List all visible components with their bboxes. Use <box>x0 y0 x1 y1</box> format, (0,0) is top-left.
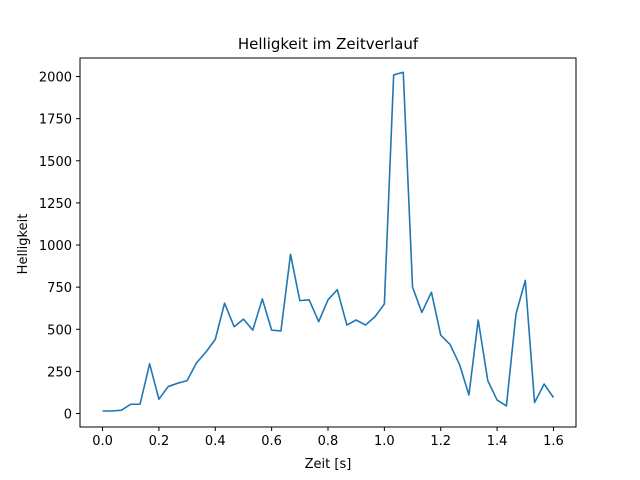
x-axis-label: Zeit [s] <box>305 457 352 472</box>
y-tick-label: 1500 <box>39 155 72 170</box>
x-tick-label: 1.6 <box>543 434 564 449</box>
series-line <box>102 71 555 412</box>
x-tick-label: 0.6 <box>261 434 282 449</box>
y-tick-label: 0 <box>64 408 72 423</box>
x-tick-label: 1.4 <box>487 434 508 449</box>
x-tick-label: 1.0 <box>374 434 395 449</box>
plot-frame <box>79 57 577 428</box>
x-axis: 0.0 0.2 0.4 0.6 0.8 1.0 1.2 1.4 1.6 <box>92 427 564 449</box>
y-tick-label: 1000 <box>39 239 72 254</box>
x-tick-label: 1.2 <box>430 434 451 449</box>
y-tick-label: 2000 <box>39 71 72 86</box>
y-tick-label: 500 <box>47 323 72 338</box>
x-tick-label: 0.8 <box>318 434 339 449</box>
chart-title: Helligkeit im Zeitverlauf <box>238 35 419 53</box>
y-tick-label: 250 <box>47 365 72 380</box>
y-tick-label: 1750 <box>39 113 72 128</box>
y-tick-label: 750 <box>47 281 72 296</box>
x-tick-label: 0.0 <box>92 434 113 449</box>
y-axis: 0 250 500 750 1000 1250 1500 1750 2000 <box>39 71 80 423</box>
x-tick-label: 0.4 <box>205 434 226 449</box>
y-tick-label: 1250 <box>39 197 72 212</box>
y-axis-label: Helligkeit <box>16 214 31 275</box>
x-tick-label: 0.2 <box>149 434 170 449</box>
